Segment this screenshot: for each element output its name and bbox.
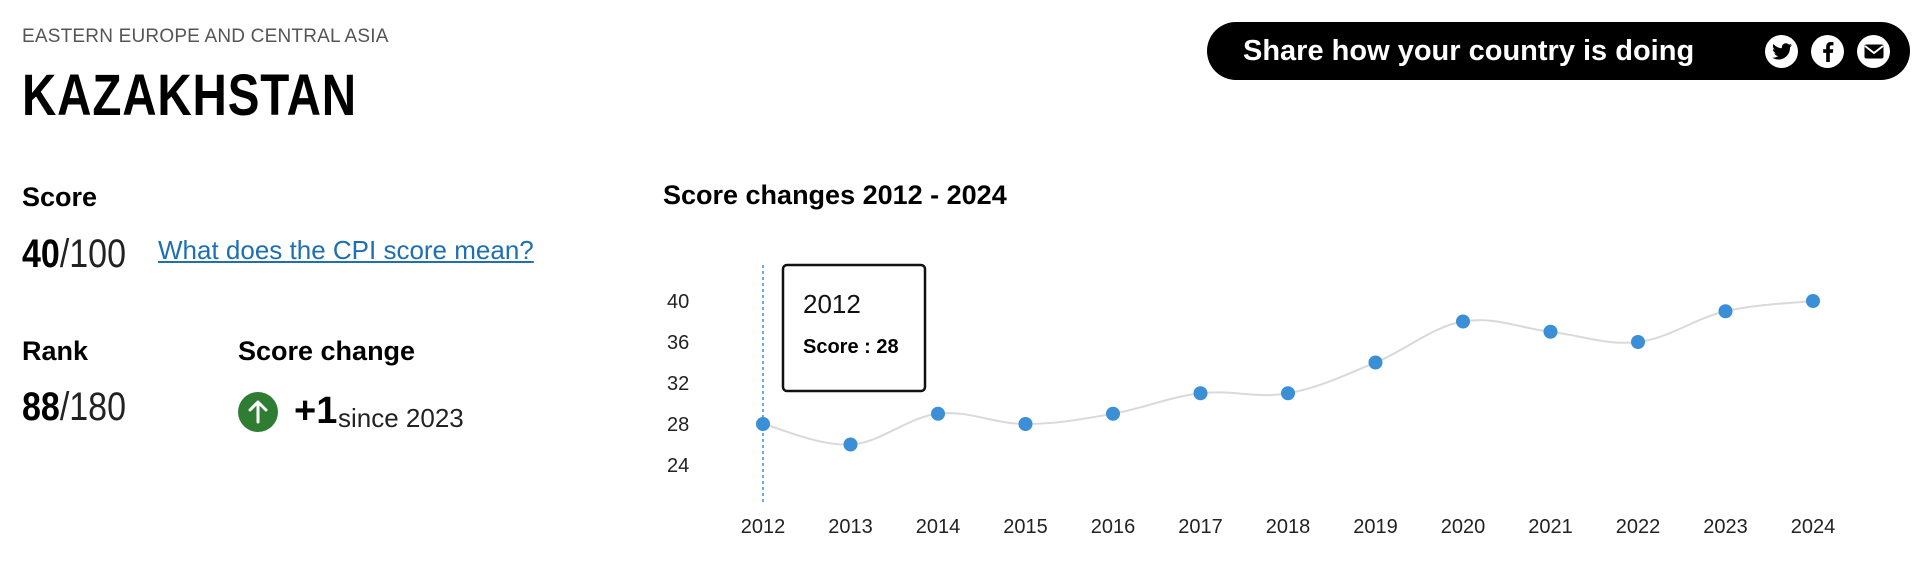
x-tick-label: 2024: [1791, 516, 1836, 538]
facebook-icon[interactable]: [1811, 35, 1844, 68]
twitter-icon[interactable]: [1765, 35, 1798, 68]
data-point-2024[interactable]: [1806, 294, 1820, 308]
score-change-label: Score change: [238, 336, 416, 366]
y-tick-label: 36: [667, 332, 689, 354]
region-label: EASTERN EUROPE AND CENTRAL ASIA: [22, 26, 389, 47]
x-tick-label: 2020: [1441, 516, 1486, 538]
x-tick-label: 2019: [1353, 516, 1398, 538]
score-number: 40: [22, 232, 60, 276]
x-tick-label: 2015: [1003, 516, 1048, 538]
data-point-2013[interactable]: [843, 437, 858, 452]
x-tick-label: 2012: [741, 516, 786, 538]
data-point-2015[interactable]: [1018, 417, 1033, 431]
tooltip-score: Score : 28: [803, 336, 899, 358]
score-max: /100: [59, 232, 127, 276]
x-tick-label: 2018: [1266, 516, 1311, 538]
data-point-2017[interactable]: [1193, 386, 1208, 401]
score-change-since: since 2023: [338, 403, 464, 433]
rank-number: 88: [22, 385, 60, 429]
data-point-2021[interactable]: [1543, 324, 1558, 339]
y-tick-label: 32: [667, 373, 689, 395]
score-label: Score: [22, 182, 98, 212]
data-point-2016[interactable]: [1106, 406, 1120, 421]
y-axis: 24 28 32 36 40: [667, 291, 689, 477]
cpi-score-link[interactable]: What does the CPI score mean?: [158, 235, 534, 265]
y-tick-label: 40: [667, 291, 689, 313]
rank-max: /180: [59, 385, 127, 429]
email-icon[interactable]: [1857, 35, 1890, 68]
x-tick-label: 2013: [828, 516, 873, 538]
data-point-2019[interactable]: [1368, 355, 1383, 370]
x-tick-label: 2023: [1703, 516, 1748, 538]
x-tick-label: 2017: [1178, 516, 1223, 538]
data-point-2020[interactable]: [1456, 314, 1470, 329]
tooltip: 2012 Score : 28: [781, 263, 927, 393]
data-point-2022[interactable]: [1631, 335, 1645, 349]
rank-label: Rank: [22, 336, 89, 366]
y-tick-label: 24: [667, 455, 689, 477]
rank-value: 88/180: [22, 385, 126, 430]
data-point-2018[interactable]: [1281, 386, 1295, 401]
y-tick-label: 28: [667, 414, 689, 436]
data-point-2023[interactable]: [1718, 304, 1733, 319]
x-tick-label: 2014: [916, 516, 961, 538]
country-title: KAZAKHSTAN: [22, 63, 357, 128]
data-points: [756, 294, 1820, 452]
chart-title: Score changes 2012 - 2024: [663, 180, 1007, 210]
score-value: 40/100: [22, 232, 126, 277]
arrow-up-icon: [238, 392, 278, 432]
data-point-2012[interactable]: [756, 417, 770, 431]
data-point-2014[interactable]: [931, 406, 945, 421]
tooltip-year: 2012: [803, 289, 861, 319]
x-tick-label: 2016: [1091, 516, 1136, 538]
share-label: Share how your country is doing: [1243, 34, 1695, 67]
share-bar: Share how your country is doing: [1207, 22, 1910, 80]
x-tick-label: 2021: [1528, 516, 1573, 538]
x-tick-label: 2022: [1616, 516, 1661, 538]
tooltip-box: [781, 263, 927, 393]
score-change-value: +1: [294, 390, 338, 432]
x-axis: 2012 2013 2014 2015 2016 2017 2018 2019 2020 2021…: [741, 516, 1836, 538]
